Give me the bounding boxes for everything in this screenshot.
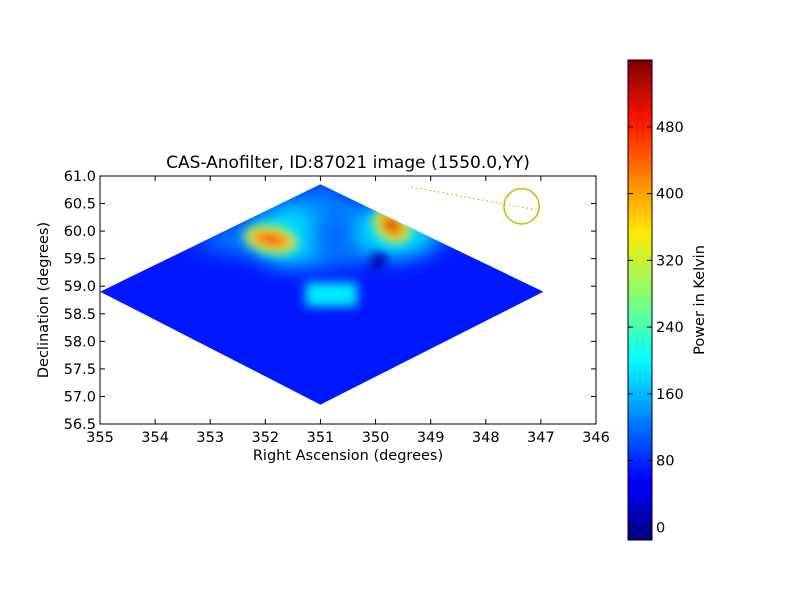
beam-circle (503, 187, 540, 225)
chart-title: CAS-Anofilter, ID:87021 image (1550.0,YY… (166, 153, 530, 173)
x-tick-label: 349 (417, 430, 445, 446)
dark-spot (370, 252, 387, 271)
x-tick-label: 352 (251, 430, 279, 446)
hotspot-peak (259, 235, 282, 244)
x-tick-label: 348 (472, 430, 500, 446)
y-tick-label: 58.0 (64, 334, 96, 350)
y-tick-label: 56.5 (64, 417, 96, 433)
colorbar-tick-label: 320 (656, 253, 684, 269)
x-tick-label: 351 (307, 430, 335, 446)
y-axis: 56.5 57.0 57.5 58.0 58.5 59.0 59.5 60.0 60.5 61.0 (64, 169, 596, 433)
colorbar-gradient (627, 59, 653, 541)
y-tick-label: 58.5 (64, 307, 96, 323)
colorbar: 0 80 160 240 320 400 480 Power in Kelvin (627, 59, 708, 541)
heatmap-image (100, 184, 544, 405)
y-tick-label: 59.0 (64, 279, 96, 295)
hotspot-peak (385, 219, 399, 232)
colorbar-tick-label: 240 (656, 320, 684, 336)
beam-overlay (411, 186, 540, 225)
colorbar-tick-label: 400 (656, 187, 684, 203)
colorbar-tick-label: 80 (656, 454, 674, 470)
x-tick-label: 347 (527, 430, 555, 446)
x-tick-label: 353 (196, 430, 224, 446)
y-tick-label: 59.5 (64, 252, 96, 268)
colorbar-tick-label: 160 (656, 387, 684, 403)
colorbar-label: Power in Kelvin (692, 245, 708, 355)
y-tick-label: 57.5 (64, 362, 96, 378)
y-tick-label: 61.0 (64, 169, 96, 185)
y-tick-label: 60.5 (64, 197, 96, 213)
colorbar-ticks: 0 80 160 240 320 400 480 (628, 120, 684, 536)
x-tick-label: 355 (86, 430, 114, 446)
y-tick-label: 57.0 (64, 389, 96, 405)
colorbar-tick-label: 480 (656, 120, 684, 136)
heatmap-plot-area: 355 354 353 352 351 350 349 348 347 346 56.557.05… (64, 169, 610, 446)
colorbar-tick-label: 0 (656, 520, 665, 536)
x-tick-label: 346 (582, 430, 610, 446)
bright-patch (305, 282, 358, 307)
x-axis-label: Right Ascension (degrees) (253, 448, 443, 464)
x-tick-label: 350 (362, 430, 390, 446)
y-axis-label: Declination (degrees) (36, 222, 52, 378)
x-axis: 355 354 353 352 351 350 349 348 347 346 (86, 176, 610, 446)
heatmap-center-dip (305, 220, 358, 253)
plot-frame (99, 175, 597, 425)
y-tick-label: 60.0 (64, 224, 96, 240)
x-tick-label: 354 (141, 430, 169, 446)
beam-direction-line (411, 186, 539, 211)
